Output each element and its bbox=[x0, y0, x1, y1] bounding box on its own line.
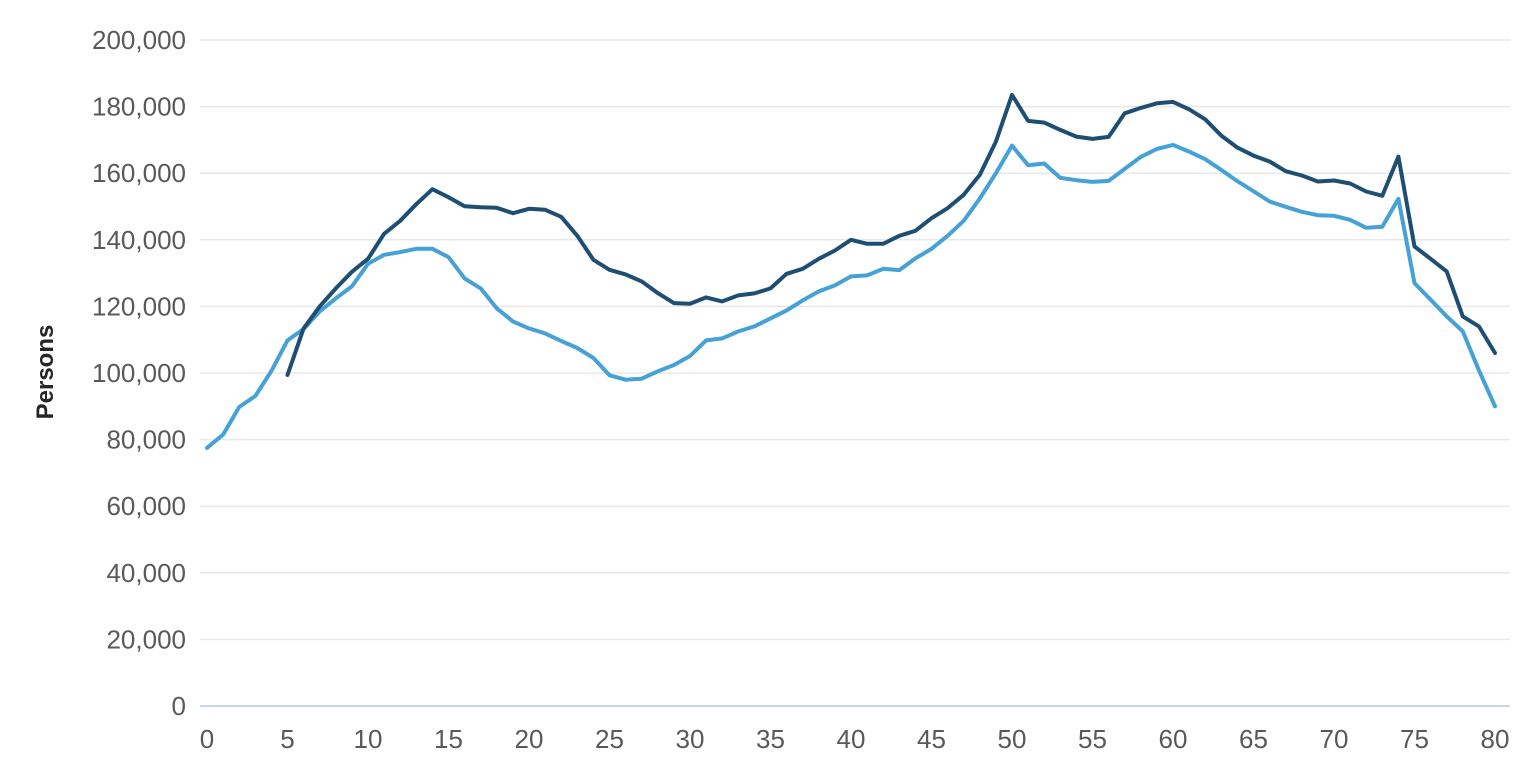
y-tick-label: 180,000 bbox=[92, 92, 186, 122]
y-tick-label: 80,000 bbox=[106, 425, 186, 455]
y-tick-label: 140,000 bbox=[92, 225, 186, 255]
x-tick-label: 60 bbox=[1159, 724, 1188, 754]
y-tick-label: 40,000 bbox=[106, 558, 186, 588]
y-tick-label: 120,000 bbox=[92, 291, 186, 321]
line-light-blue-line bbox=[205, 142, 1497, 450]
x-tick-label: 50 bbox=[998, 724, 1027, 754]
x-tick-label: 5 bbox=[280, 724, 294, 754]
x-tick-label: 35 bbox=[756, 724, 785, 754]
x-tick-label: 75 bbox=[1400, 724, 1429, 754]
x-tick-label: 45 bbox=[917, 724, 946, 754]
x-tick-label: 70 bbox=[1320, 724, 1349, 754]
y-tick-label: 160,000 bbox=[92, 158, 186, 188]
x-tick-label: 80 bbox=[1481, 724, 1510, 754]
x-tick-label: 0 bbox=[200, 724, 214, 754]
y-tick-label: 60,000 bbox=[106, 491, 186, 521]
y-tick-label: 100,000 bbox=[92, 358, 186, 388]
y-tick-label: 20,000 bbox=[106, 624, 186, 654]
x-tick-label: 10 bbox=[354, 724, 383, 754]
x-tick-label: 65 bbox=[1239, 724, 1268, 754]
x-tick-label: 55 bbox=[1078, 724, 1107, 754]
line-dark-blue-line bbox=[285, 92, 1497, 377]
y-tick-label: 200,000 bbox=[92, 25, 186, 55]
x-tick-label: 30 bbox=[676, 724, 705, 754]
x-tick-label: 25 bbox=[595, 724, 624, 754]
x-tick-label: 40 bbox=[837, 724, 866, 754]
y-tick-label: 0 bbox=[172, 691, 186, 721]
x-tick-label: 15 bbox=[434, 724, 463, 754]
x-tick-label: 20 bbox=[515, 724, 544, 754]
